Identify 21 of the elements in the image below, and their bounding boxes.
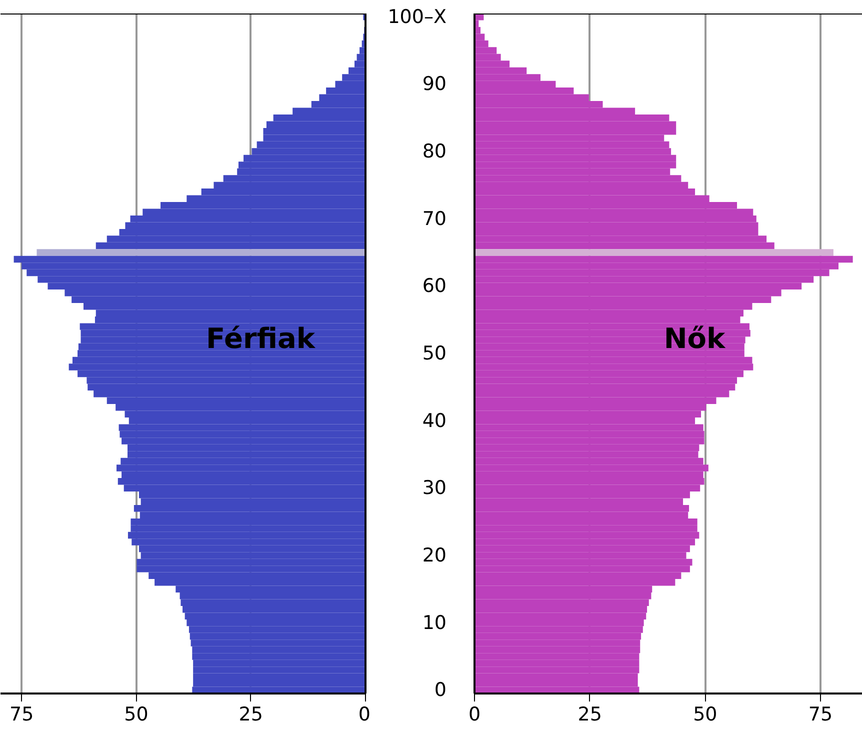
x-tick-label: 50: [693, 704, 718, 726]
y-tick-label: 50: [422, 342, 447, 364]
y-tick-label: 70: [422, 208, 447, 230]
annotation: Nők: [664, 322, 727, 355]
y-tick-label: 10: [422, 612, 447, 634]
y-tick-label: 0: [434, 679, 447, 702]
y-tick-label: 100–X: [388, 6, 446, 28]
x-tick-label: 0: [358, 704, 371, 726]
annotation: Férfiak: [206, 322, 316, 355]
y-tick-label: 90: [422, 73, 447, 96]
x-tick-label: 0: [468, 704, 481, 726]
y-tick-label: 40: [422, 410, 447, 432]
x-tick-label: 25: [238, 704, 263, 726]
x-tick-label: 75: [10, 704, 34, 726]
y-tick-label: 20: [422, 544, 447, 566]
x-tick-label: 75: [808, 704, 833, 726]
y-tick-label: 80: [422, 140, 447, 163]
y-tick-label: 60: [422, 275, 447, 298]
x-tick-label: 25: [578, 704, 602, 726]
x-tick-label: 50: [124, 704, 148, 726]
y-tick-label: 30: [422, 477, 447, 500]
